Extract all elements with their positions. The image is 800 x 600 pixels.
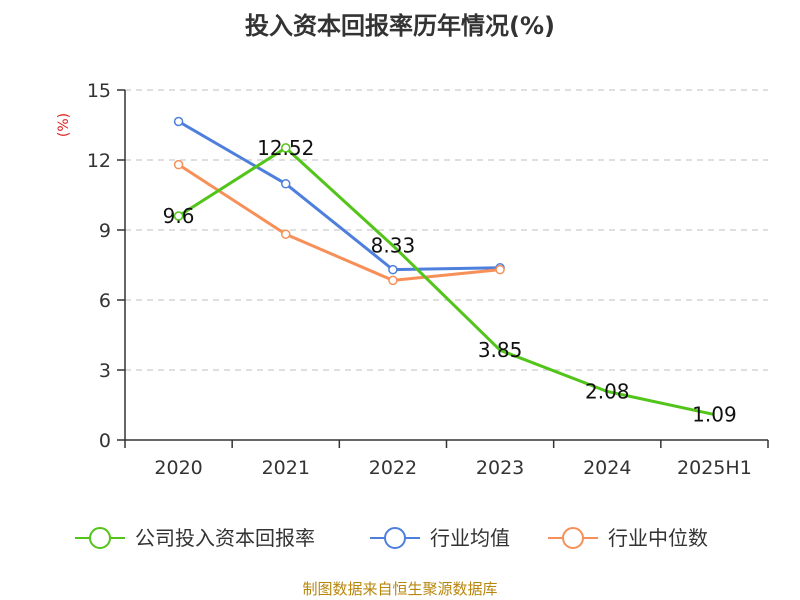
- data-label: 9.6: [163, 204, 195, 228]
- x-tick-label: 2022: [369, 457, 417, 479]
- data-label: 3.85: [478, 338, 523, 362]
- y-tick-label: 9: [99, 220, 111, 242]
- data-point: [173, 159, 184, 170]
- data-point: [281, 179, 291, 189]
- y-tick-label: 6: [99, 290, 111, 312]
- x-tick-label: 2020: [154, 457, 202, 479]
- x-tick-label: 2025H1: [677, 457, 752, 479]
- x-tick-label: 2021: [262, 457, 310, 479]
- y-tick-label: 0: [99, 430, 111, 452]
- data-point: [281, 143, 291, 153]
- legend-swatch-marker: [89, 527, 111, 549]
- data-point: [281, 229, 291, 239]
- data-label: 12.52: [257, 136, 314, 160]
- legend-swatch-marker: [384, 527, 406, 549]
- series-line-2: [177, 163, 501, 282]
- y-tick-label: 12: [87, 150, 111, 172]
- y-axis-unit-label: (%): [56, 113, 72, 137]
- series-line-0: [177, 146, 715, 417]
- legend-label: 行业中位数: [608, 526, 708, 550]
- data-point: [388, 264, 398, 275]
- chart-title: 投入资本回报率历年情况(%): [245, 12, 555, 40]
- data-point: [173, 211, 184, 221]
- data-point: [495, 264, 505, 275]
- legend-label: 行业均值: [430, 526, 510, 550]
- legend-swatch-marker: [562, 527, 584, 549]
- series-line-1: [177, 120, 501, 272]
- data-point: [388, 275, 398, 286]
- x-tick-label: 2024: [583, 457, 631, 479]
- chart-source: 制图数据来自恒生聚源数据库: [302, 580, 498, 598]
- y-tick-label: 3: [99, 360, 111, 382]
- data-label: 2.08: [585, 379, 630, 403]
- y-tick-label: 15: [87, 80, 111, 102]
- x-tick-label: 2023: [476, 457, 524, 479]
- data-label: 1.09: [692, 403, 737, 427]
- data-point: [173, 116, 184, 127]
- legend-label: 公司投入资本回报率: [135, 526, 315, 550]
- data-label: 8.33: [371, 234, 416, 258]
